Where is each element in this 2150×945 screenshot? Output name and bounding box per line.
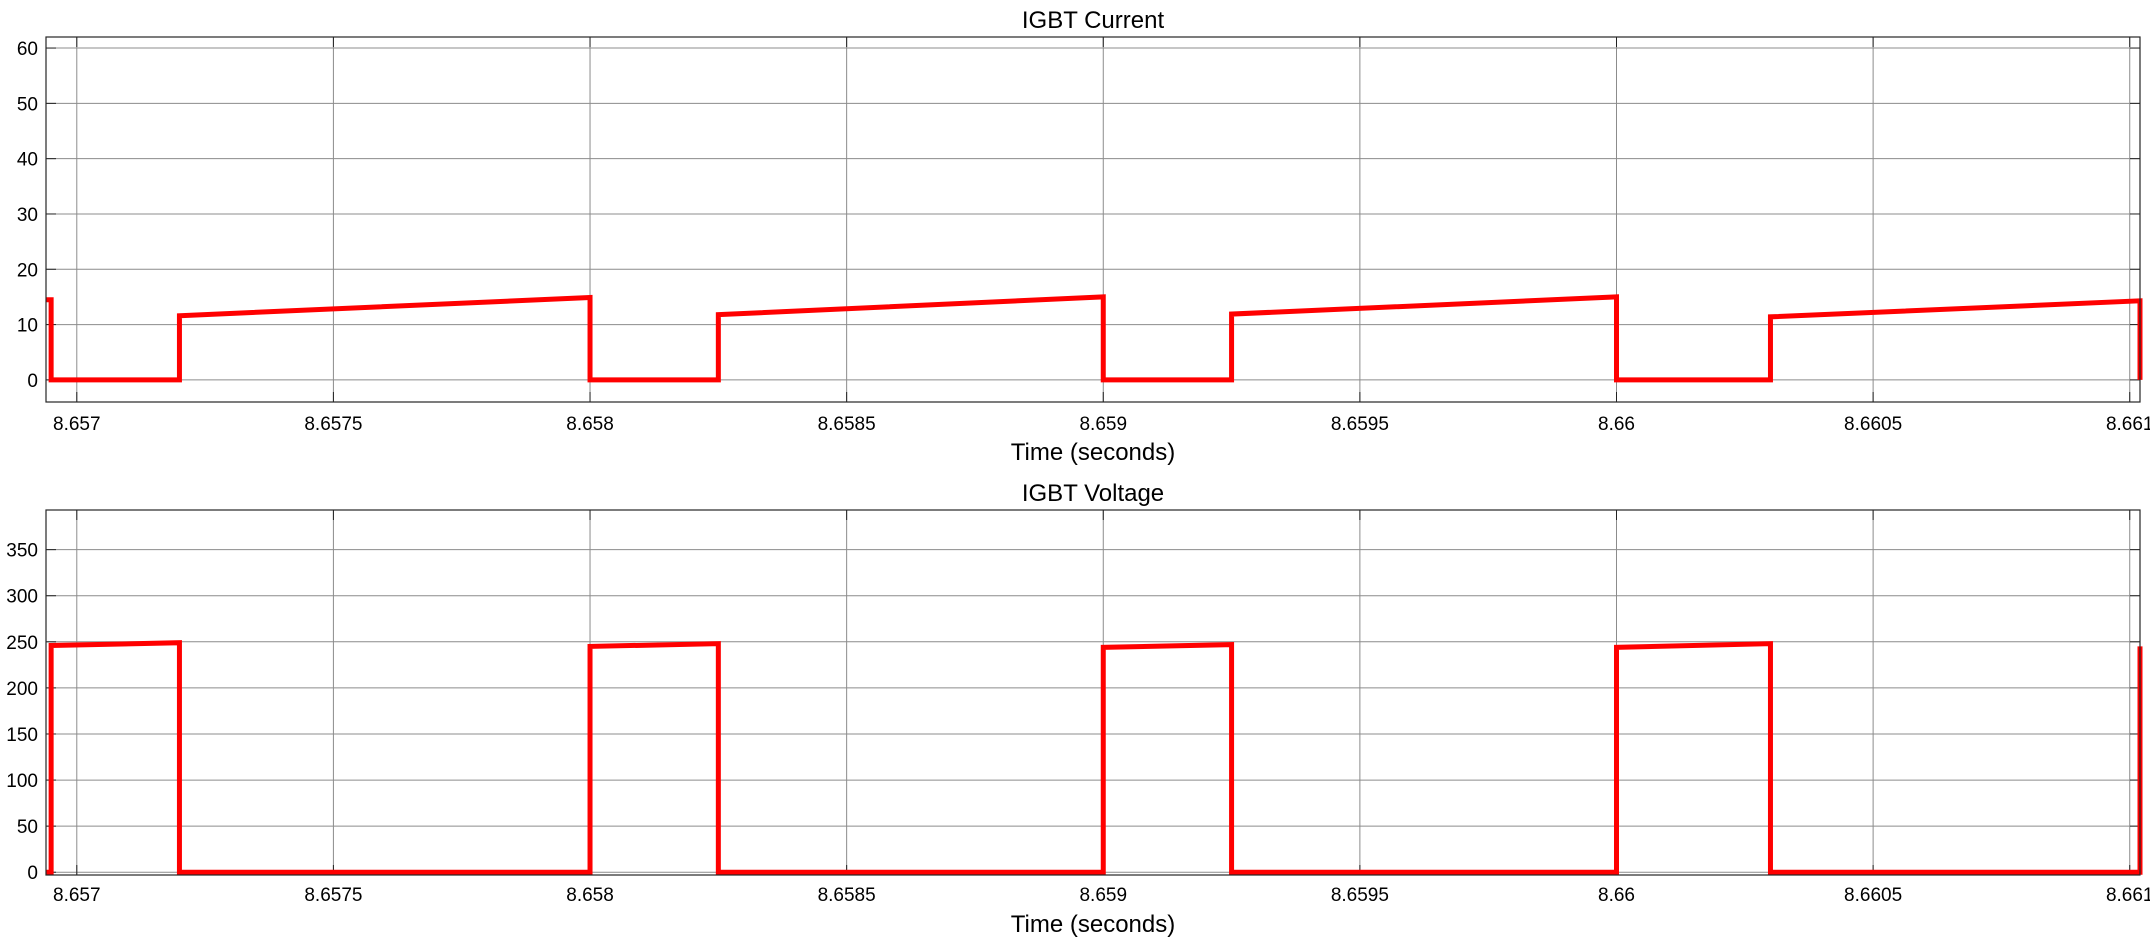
y-tick-label: 20 (17, 260, 38, 281)
x-tick-label: 8.6585 (818, 414, 876, 435)
x-tick-label: 8.66 (1598, 885, 1635, 906)
chart-panel-1: 8.657 8.6575 8.658 8.6585 8.659 8.6595 8.66 8.6… (17, 7, 2150, 466)
x-tick-label: 8.659 (1079, 885, 1127, 906)
y-tick-label: 30 (17, 205, 38, 226)
y-tick-label: 40 (17, 150, 38, 171)
y-tick-label: 200 (6, 679, 38, 700)
x-axis-label: Time (seconds) (1011, 439, 1175, 466)
y-tick-label: 350 (6, 541, 38, 562)
x-tick-label: 8.657 (53, 885, 101, 906)
y-tick-label: 50 (17, 817, 38, 838)
y-tick-label: 50 (17, 94, 38, 115)
y-tick-label: 0 (27, 371, 38, 392)
x-tick-label: 8.66 (1598, 414, 1635, 435)
x-tick-label: 8.6575 (304, 414, 362, 435)
x-tick-label: 8.6605 (1844, 885, 1902, 906)
y-tick-label: 10 (17, 316, 38, 337)
y-tick-label: 60 (17, 39, 38, 60)
chart-title: IGBT Current (1022, 7, 1165, 34)
x-tick-label: 8.661 (2106, 885, 2150, 906)
x-tick-label: 8.6605 (1844, 414, 1902, 435)
y-tick-label: 150 (6, 725, 38, 746)
x-tick-label: 8.6575 (304, 885, 362, 906)
chart-panel-2: 8.657 8.6575 8.658 8.6585 8.659 8.6595 8.66 8.6… (6, 480, 2150, 938)
x-axis-label: Time (seconds) (1011, 911, 1175, 938)
x-tick-label: 8.658 (566, 885, 614, 906)
axes-frame (45, 509, 2141, 876)
y-tick-label: 100 (6, 771, 38, 792)
y-tick-label: 250 (6, 633, 38, 654)
plot-area (46, 510, 2140, 875)
y-tick-label: 0 (27, 863, 38, 884)
x-tick-label: 8.659 (1079, 414, 1127, 435)
y-tick-label: 300 (6, 587, 38, 608)
x-tick-label: 8.658 (566, 414, 614, 435)
series-line-1 (46, 640, 2143, 875)
x-tick-label: 8.6595 (1331, 885, 1389, 906)
plot-area (46, 37, 2140, 402)
axes-frame (45, 36, 2141, 403)
x-tick-label: 8.661 (2106, 414, 2150, 435)
x-tick-label: 8.657 (53, 414, 101, 435)
x-tick-label: 8.6595 (1331, 414, 1389, 435)
chart-title: IGBT Voltage (1022, 480, 1164, 507)
series-line-1 (46, 294, 2143, 383)
x-tick-label: 8.6585 (818, 885, 876, 906)
